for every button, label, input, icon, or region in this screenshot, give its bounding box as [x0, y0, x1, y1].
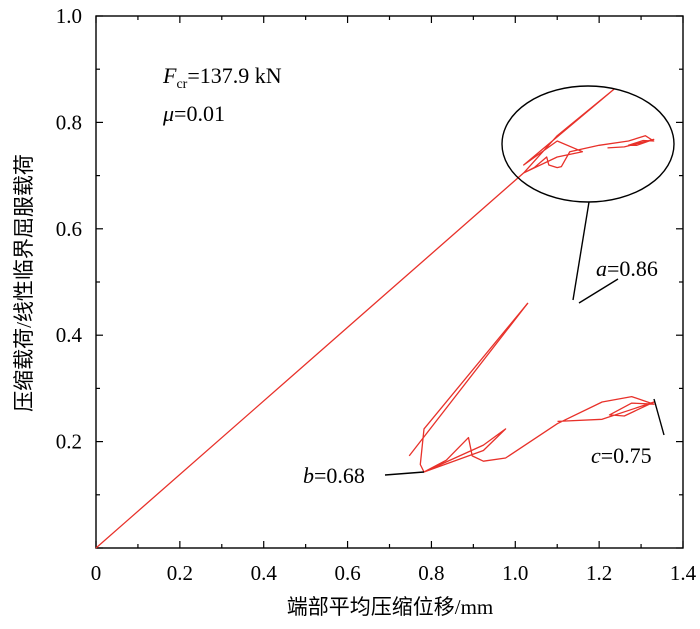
callout-c-line: [653, 398, 665, 436]
param-fcr-val: =137.9 kN: [187, 63, 281, 88]
label-b-val: =0.68: [314, 463, 365, 488]
param-fcr-var: F: [162, 63, 177, 88]
x-axis-ticks: [95, 16, 684, 548]
y-tick-label: 0.6: [56, 217, 82, 241]
series-main-curve: [95, 88, 655, 549]
label-a: a=0.86: [596, 256, 658, 281]
param-mu: μ=0.01: [162, 101, 225, 126]
y-axis-tick-labels: 0.2 0.4 0.6 0.8 1.0: [56, 4, 83, 454]
series-zoomed-inset: [408, 302, 655, 473]
callout-b-line: [384, 471, 425, 476]
label-c: c=0.75: [591, 443, 652, 468]
x-tick-label: 1.2: [586, 561, 612, 585]
callout-a-line: [578, 278, 619, 304]
zoom-connector-line: [572, 201, 590, 301]
x-axis-label: 端部平均压缩位移/mm: [287, 595, 494, 619]
x-tick-label: 1.0: [502, 561, 528, 585]
x-axis-tick-labels: 0 0.2 0.4 0.6 0.8 1.0 1.2 1.4: [91, 561, 697, 585]
x-tick-label: 0.2: [167, 561, 193, 585]
param-fcr: Fcr=137.9 kN: [162, 63, 282, 92]
x-tick-label: 0.8: [418, 561, 444, 585]
inset-line: [419, 302, 655, 473]
param-mu-val: =0.01: [174, 101, 225, 126]
y-tick-label: 0.2: [56, 430, 82, 454]
label-a-val: =0.86: [607, 256, 658, 281]
label-b-var: b: [303, 463, 314, 488]
param-fcr-sub: cr: [176, 77, 187, 92]
y-tick-label: 1.0: [56, 4, 82, 28]
x-tick-label: 1.4: [670, 561, 697, 585]
y-tick-label: 0.8: [56, 110, 82, 134]
series-line: [95, 88, 655, 549]
y-tick-label: 0.4: [56, 323, 83, 347]
y-axis-label: 压缩载荷/线性临界屈服载荷: [12, 154, 36, 412]
x-tick-label: 0.6: [334, 561, 360, 585]
inset-loading-branch: [408, 302, 529, 457]
param-mu-var: μ: [162, 101, 174, 126]
label-c-var: c: [591, 443, 601, 468]
label-a-var: a: [596, 256, 607, 281]
plot-frame: [95, 15, 684, 549]
label-c-val: =0.75: [601, 443, 652, 468]
zoom-circle: [501, 85, 675, 203]
x-tick-label: 0: [91, 561, 102, 585]
y-axis-ticks: [96, 15, 683, 549]
label-b: b=0.68: [303, 463, 365, 488]
x-tick-label: 0.4: [251, 561, 278, 585]
plot-border: [95, 15, 684, 549]
